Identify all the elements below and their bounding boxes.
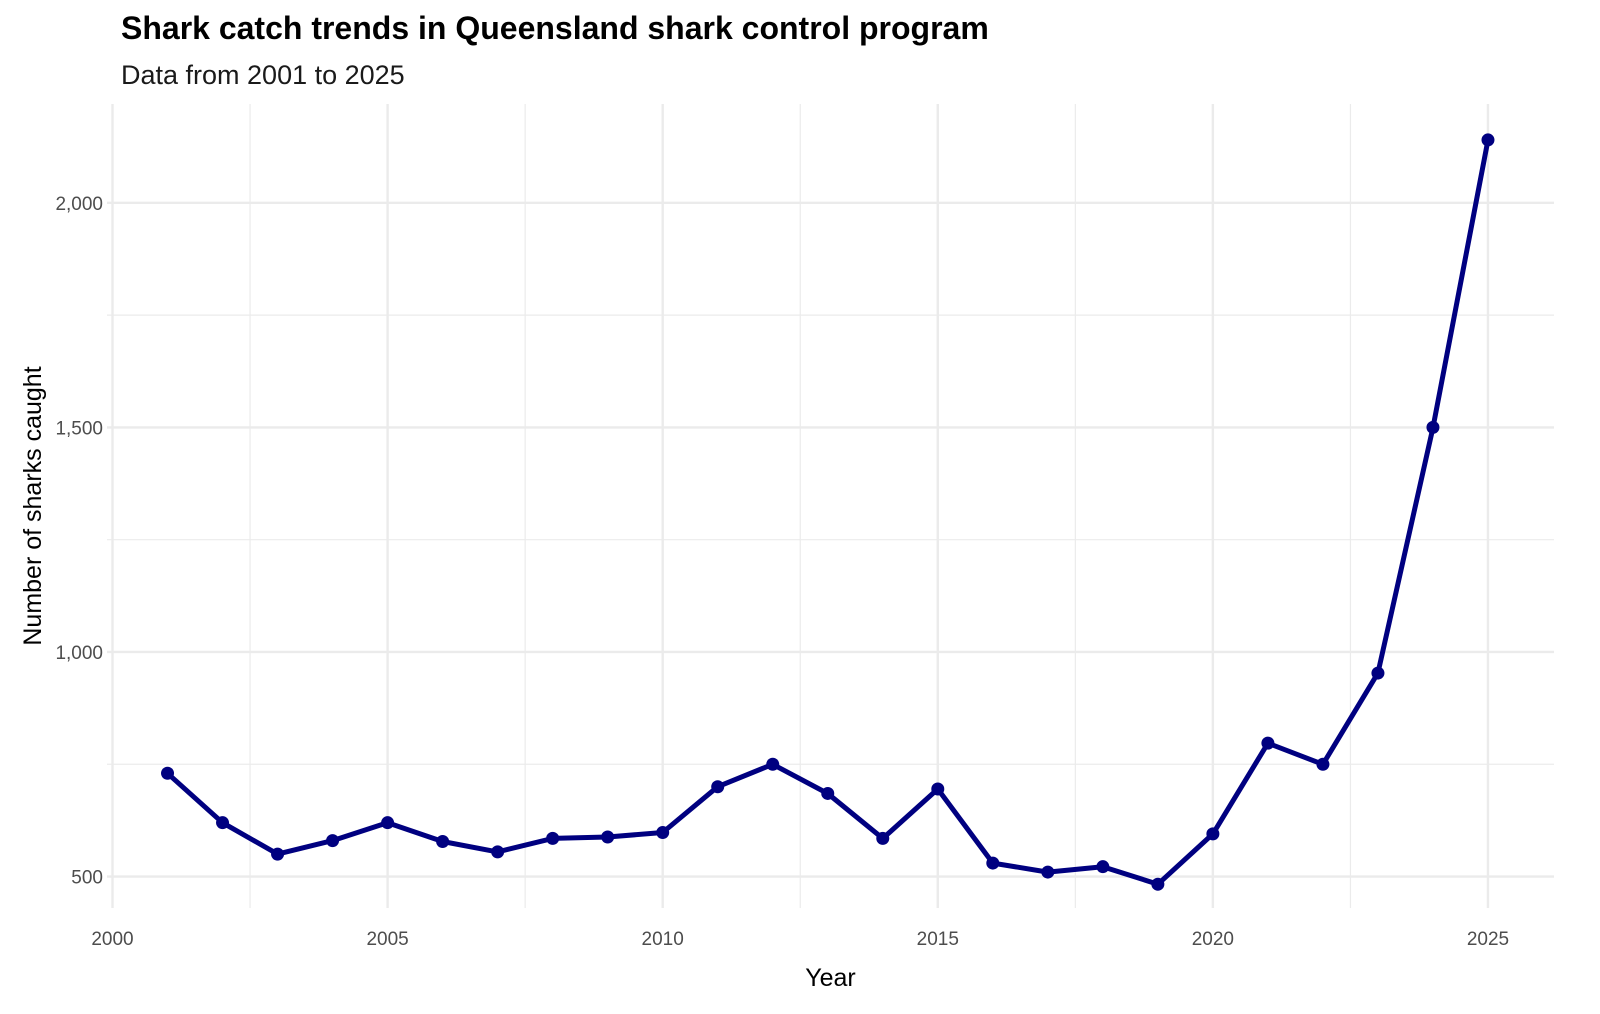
data-point [1261, 736, 1275, 750]
data-point [821, 786, 835, 800]
data-point [656, 826, 670, 840]
x-tick-label: 2000 [91, 929, 133, 950]
data-point [1151, 877, 1165, 891]
chart-title: Shark catch trends in Queensland shark c… [121, 10, 989, 46]
x-axis-title: Year [805, 964, 856, 992]
data-point [436, 835, 450, 849]
data-point [326, 834, 340, 848]
data-point [1206, 827, 1220, 841]
data-point [931, 782, 945, 796]
data-point [381, 816, 395, 830]
data-point [1316, 757, 1330, 771]
x-tick-label: 2005 [366, 929, 408, 950]
data-point [161, 766, 175, 780]
data-point [1426, 420, 1440, 434]
data-point [1371, 666, 1385, 680]
series-layer [161, 133, 1495, 891]
data-point [546, 831, 560, 845]
x-tick-label: 2025 [1467, 929, 1509, 950]
data-point [601, 830, 615, 844]
data-point [1041, 865, 1055, 879]
grid-lines [107, 104, 1554, 908]
data-point [491, 845, 505, 859]
data-point [1481, 133, 1495, 147]
chart-subtitle: Data from 2001 to 2025 [121, 60, 405, 90]
data-point [876, 831, 890, 845]
x-tick-label: 2015 [917, 929, 959, 950]
data-point [711, 780, 725, 794]
y-tick-label: 1,500 [55, 418, 103, 439]
data-point [986, 856, 1000, 870]
y-tick-label: 500 [71, 868, 103, 889]
y-tick-label: 2,000 [55, 194, 103, 215]
data-point [766, 757, 780, 771]
series-line [165, 137, 1491, 887]
x-tick-label: 2020 [1192, 929, 1234, 950]
data-point [216, 816, 230, 830]
data-point [1096, 860, 1110, 874]
data-point [271, 847, 285, 861]
axis-labels: 2000 2005 2010 2015 2020 2025 500 1,000 1,500 2,0… [55, 194, 1509, 950]
y-axis-title: Number of sharks caught [19, 366, 47, 645]
y-tick-label: 1,000 [55, 643, 103, 664]
x-tick-label: 2010 [642, 929, 684, 950]
